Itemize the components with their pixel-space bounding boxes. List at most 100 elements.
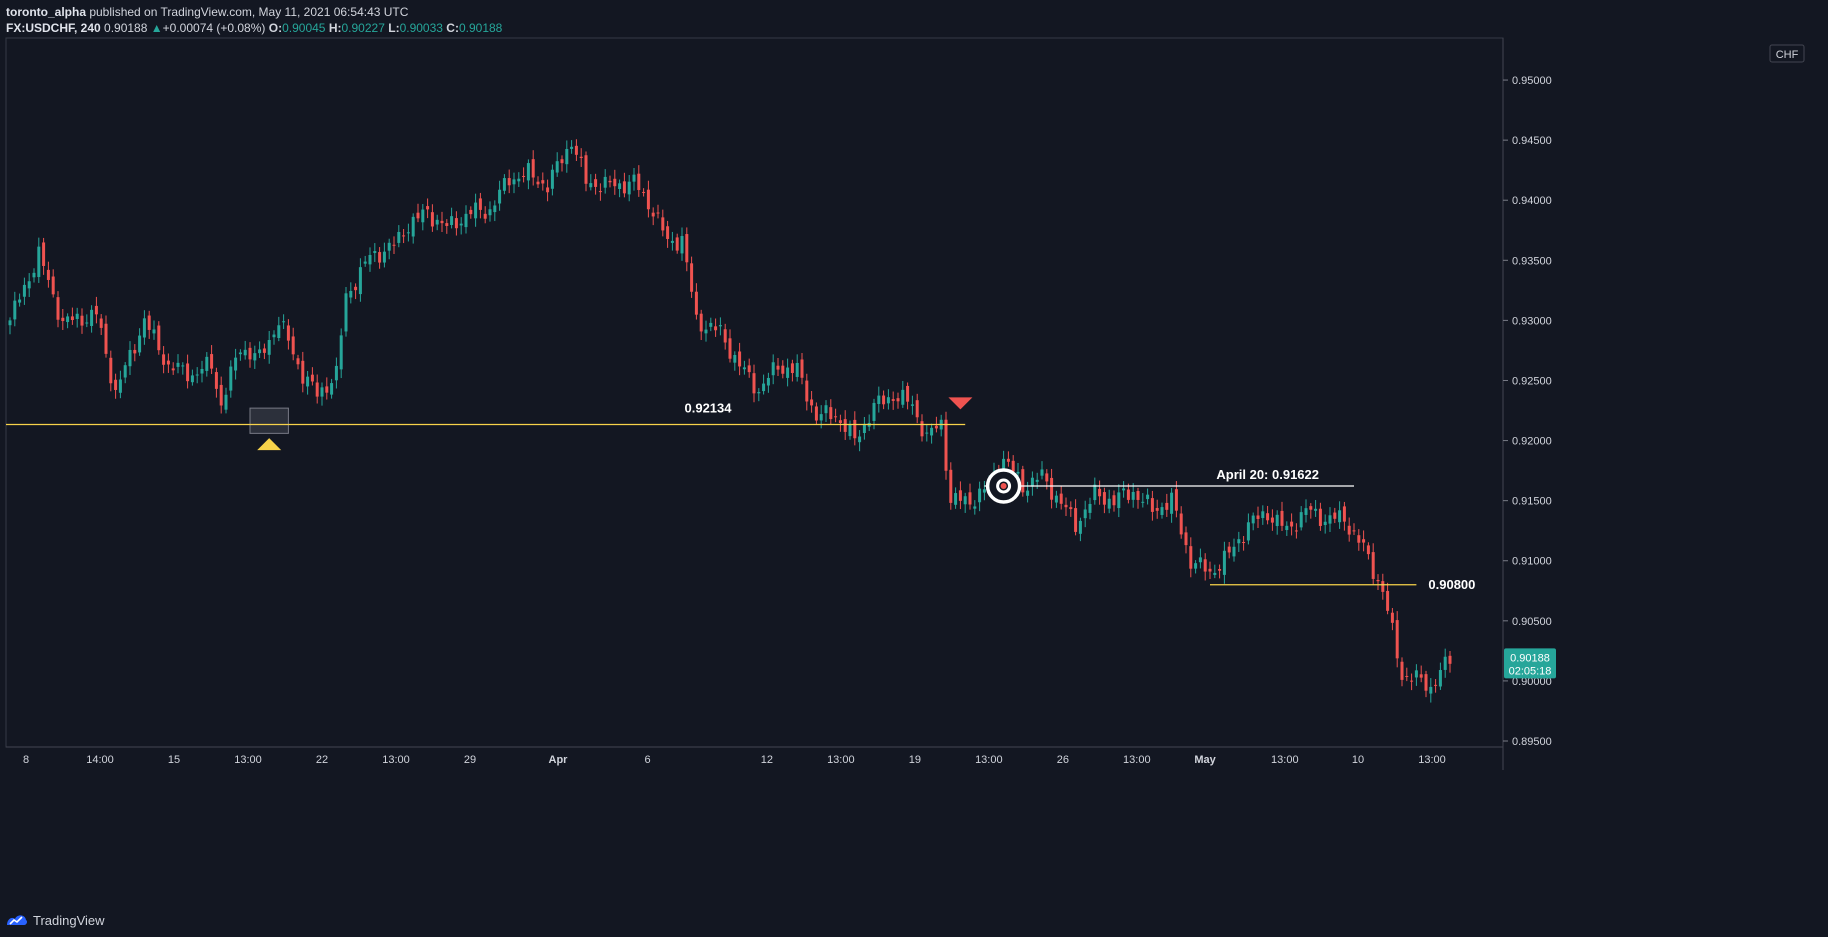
target-icon[interactable] (985, 468, 1022, 504)
candle (330, 378, 334, 399)
candle-body (205, 356, 209, 371)
candle (1208, 561, 1212, 580)
candle-body (1218, 568, 1222, 571)
candle (1194, 560, 1198, 574)
candle-body (195, 374, 199, 376)
candle (546, 179, 550, 202)
x-tick-label: May (1194, 754, 1216, 766)
candle-body (1352, 530, 1356, 532)
candle-body (1318, 508, 1322, 526)
candle-body (680, 236, 684, 254)
level-label[interactable]: 0.90800 (1428, 577, 1475, 592)
candle (109, 350, 113, 392)
candle (862, 416, 866, 440)
ohlc-legend: FX:USDCHF, 240 0.90188 ▲+0.00074 (+0.08%… (6, 20, 502, 36)
y-tick-label: 0.92500 (1512, 375, 1552, 387)
candle-body (1290, 521, 1294, 527)
level-label[interactable]: 0.92134 (685, 400, 733, 415)
candle-body (877, 395, 881, 404)
candle-body (181, 365, 185, 367)
candle (555, 152, 559, 177)
candle-body (1083, 509, 1087, 519)
candle (1078, 517, 1082, 542)
candle (1222, 541, 1226, 584)
candle-body (978, 488, 982, 503)
candle (1256, 506, 1260, 528)
candle-body (829, 407, 833, 420)
candle (123, 362, 127, 384)
level-label[interactable]: April 20: 0.91622 (1216, 467, 1319, 482)
candle (277, 316, 281, 342)
candle-body (1160, 507, 1164, 515)
candle (670, 231, 674, 251)
candle-body (1414, 670, 1418, 678)
time-axis[interactable]: 8 14:00 15 13:00 22 13:00 29 Apr 6 12 13:00 19 13:00… (23, 754, 1446, 766)
candle (334, 357, 338, 389)
candle-body (1088, 503, 1092, 513)
candle (1414, 664, 1418, 686)
candle (90, 305, 94, 333)
candle (13, 291, 17, 327)
candle (1266, 505, 1270, 525)
candle (1424, 670, 1428, 698)
candle-body (368, 254, 372, 265)
candle (675, 233, 679, 254)
candle-body (709, 322, 713, 327)
candle (1357, 529, 1361, 551)
symbol-label[interactable]: FX:USDCHF, 240 (6, 21, 101, 35)
candle (128, 341, 132, 376)
currency-button[interactable] (1769, 44, 1805, 63)
candle-body (234, 357, 238, 371)
candle-body (42, 242, 46, 266)
candle (1285, 521, 1289, 536)
candle-body (589, 183, 593, 188)
candle-body (291, 336, 295, 355)
candle-body (963, 496, 967, 505)
currency-label[interactable]: CHF (1776, 49, 1799, 61)
close-value: 0.90188 (458, 21, 503, 35)
sell-arrow-icon[interactable] (948, 397, 973, 410)
candle (1136, 487, 1140, 509)
candle (1030, 471, 1034, 496)
candle-body (1395, 620, 1399, 659)
candle (838, 414, 842, 432)
candle (56, 291, 60, 328)
candle-body (704, 329, 708, 334)
candle-body (186, 363, 190, 382)
candle-body (670, 240, 674, 243)
high-value: 0.90227 (341, 21, 385, 35)
x-tick-label: 13:00 (1271, 754, 1299, 766)
author-name[interactable]: toronto_alpha (6, 5, 86, 19)
candle (858, 430, 862, 452)
candle-body (1006, 458, 1010, 462)
candle-body (1347, 525, 1351, 535)
candle-body (819, 414, 823, 421)
candle (795, 354, 799, 382)
candle-body (1448, 655, 1452, 664)
candle (1299, 506, 1303, 531)
candle (622, 172, 626, 198)
buy-arrow-icon[interactable] (257, 438, 282, 451)
candle-body (478, 198, 482, 210)
candle-body (848, 424, 852, 437)
highlight-box[interactable] (249, 407, 289, 434)
candle-body (1309, 506, 1313, 510)
candle-body (1131, 491, 1135, 500)
candle (637, 165, 641, 197)
candle (435, 214, 439, 231)
candle-body (1304, 508, 1308, 515)
drawings-layer[interactable]: 0.92134 April 20: 0.91622 0.90800 (6, 397, 1475, 592)
candle (776, 358, 780, 376)
tradingview-logo-icon[interactable] (6, 913, 28, 927)
footer-brand[interactable]: TradingView (33, 912, 105, 928)
candle-body (1270, 517, 1274, 523)
candle-body (512, 179, 516, 185)
price-axis[interactable]: CHF 0.95000 0.94500 0.94000 0.93500 0.93000 0.… (1503, 44, 1805, 748)
candle-body (397, 231, 401, 243)
candle (814, 402, 818, 424)
candle-body (1016, 471, 1020, 474)
candle (1227, 541, 1231, 559)
candle (426, 198, 430, 219)
candle-body (834, 416, 838, 418)
